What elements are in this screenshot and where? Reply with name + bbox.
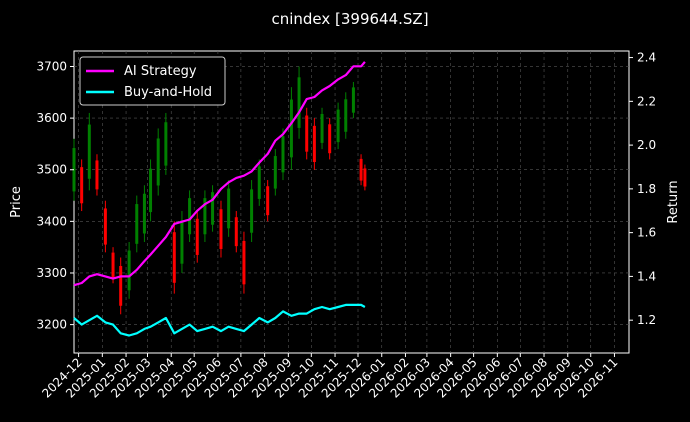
price-candle-body <box>195 218 199 255</box>
y-right-tick-label: 1.4 <box>637 269 656 283</box>
chart-title: cnindex [399644.SZ] <box>271 10 428 28</box>
y-right-tick-label: 1.8 <box>637 182 656 196</box>
price-candle-body <box>328 124 332 154</box>
y-right-tick-label: 2.2 <box>637 94 656 108</box>
price-candle-body <box>344 99 348 132</box>
price-candle-body <box>203 198 207 235</box>
price-candle-body <box>363 168 367 187</box>
buy-and-hold-line <box>73 303 366 337</box>
price-candle-body <box>80 167 84 204</box>
price-candle-body <box>336 109 340 143</box>
price-candle-body <box>305 115 309 152</box>
price-candle-body <box>297 77 301 128</box>
price-candle-body <box>119 266 123 306</box>
y-right-tick-label: 2.0 <box>637 138 656 152</box>
price-candle-body <box>87 124 91 179</box>
price-candle-body <box>257 166 261 199</box>
price-candle-body <box>351 87 355 113</box>
price-candle-body <box>289 99 293 158</box>
price-candle-body <box>127 250 131 291</box>
price-candle-body <box>281 136 285 173</box>
y-right-tick-label: 1.6 <box>637 226 656 240</box>
y-axis-label-left: Price <box>9 186 24 218</box>
price-candle-body <box>188 198 192 235</box>
y-left-tick-label: 3200 <box>36 318 67 332</box>
price-candle-body <box>250 189 254 233</box>
price-candle-body <box>227 188 231 229</box>
return-lines <box>73 61 366 337</box>
y-right-tick-label: 1.2 <box>637 313 656 327</box>
price-candle-body <box>359 158 363 181</box>
price-candle-body <box>234 217 238 247</box>
price-candle-body <box>219 209 223 249</box>
legend-label-ai-strategy: AI Strategy <box>124 64 197 79</box>
price-candle-body <box>242 240 246 285</box>
price-candle-body <box>103 208 107 245</box>
price-candle-body <box>156 138 160 186</box>
price-candle-body <box>180 220 184 264</box>
price-candle-body <box>320 113 324 143</box>
price-candle-body <box>172 232 176 283</box>
price-candles <box>72 66 367 315</box>
price-candle-body <box>142 193 146 234</box>
price-candle-body <box>95 160 99 190</box>
legend-box <box>79 56 226 106</box>
price-candle-body <box>164 122 168 166</box>
y-right-tick-label: 2.4 <box>637 51 656 65</box>
legend-label-buy-and-hold: Buy-and-Hold <box>124 85 212 100</box>
price-candle-body <box>135 204 139 244</box>
y-left-tick-label: 3300 <box>36 266 67 280</box>
price-candle-body <box>111 252 115 278</box>
legend: AI Strategy Buy-and-Hold <box>79 56 226 106</box>
price-candle-body <box>312 125 316 162</box>
y-left-tick-label: 3400 <box>36 214 67 228</box>
y-axis-label-right: Return <box>666 180 681 223</box>
y-left-tick-label: 3700 <box>36 59 67 73</box>
y-left-tick-label: 3500 <box>36 163 67 177</box>
price-candle-body <box>211 192 215 225</box>
price-candle-body <box>149 168 153 213</box>
ai-strategy-line <box>73 61 366 287</box>
y-left-tick-label: 3600 <box>36 111 67 125</box>
price-candle-body <box>266 186 270 216</box>
price-candle-body <box>273 156 277 189</box>
